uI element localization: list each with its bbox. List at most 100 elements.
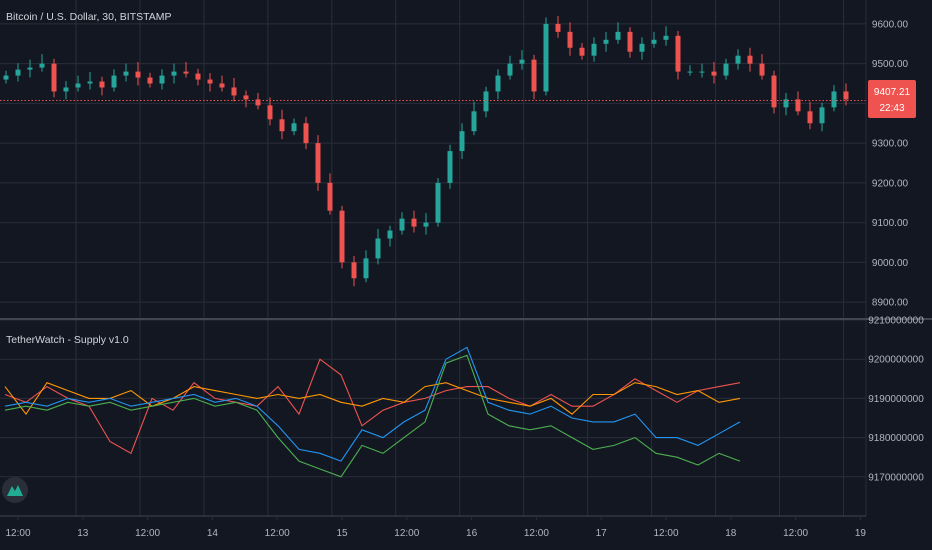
price-chart-title: Bitcoin / U.S. Dollar, 30, BITSTAMP: [6, 11, 172, 23]
price-tick-label: 9100.00: [872, 218, 909, 229]
candle-body: [495, 75, 501, 92]
candle-body: [807, 111, 813, 124]
candle-body: [363, 258, 369, 279]
candle-body: [663, 35, 669, 40]
indicator-title: TetherWatch - Supply v1.0: [6, 334, 129, 346]
price-tick-label: 9200.00: [872, 178, 909, 189]
tradingview-logo-button[interactable]: [2, 477, 28, 503]
candle-body: [483, 91, 489, 112]
candle-body: [675, 35, 681, 72]
candle-body: [243, 95, 249, 100]
candle-body: [651, 39, 657, 44]
candle-body: [291, 123, 297, 132]
candle-body: [159, 75, 165, 84]
indicator-tick-label: 9180000000: [868, 433, 924, 444]
indicator-tick-label: 9210000000: [868, 316, 924, 327]
candle-body: [519, 59, 525, 64]
candle-body: [267, 105, 273, 120]
candle-body: [699, 71, 705, 73]
last-price-badge: 9407.21 22:43: [868, 80, 916, 118]
candle-body: [195, 73, 201, 80]
last-price-badge-bg: [868, 80, 916, 118]
candle-body: [231, 87, 237, 96]
series-blue-line[interactable]: [4, 346, 741, 462]
candle-body: [51, 63, 57, 92]
candle-body: [831, 91, 837, 108]
candle-body: [627, 31, 633, 52]
indicator-axis: 9210000000 9200000000 9190000000 9180000000…: [868, 316, 924, 484]
candle-body: [543, 23, 549, 92]
indicator-tick-label: 9190000000: [868, 394, 924, 405]
candle-body: [447, 151, 453, 183]
candle-body: [759, 63, 765, 76]
candle-body: [123, 71, 129, 76]
candle-body: [171, 71, 177, 76]
series-orange-line[interactable]: [4, 382, 741, 416]
time-tick-label: 12:00: [135, 528, 160, 539]
indicator-tick-label: 9170000000: [868, 472, 924, 483]
candle-body: [579, 47, 585, 56]
candle-body: [435, 182, 441, 223]
candle-body: [207, 79, 213, 84]
logo-circle: [2, 477, 28, 503]
candle-body: [315, 143, 321, 183]
candle-body: [591, 43, 597, 56]
candle-body: [771, 75, 777, 108]
candle-body: [531, 59, 537, 92]
candle-body: [219, 83, 225, 88]
candle-body: [819, 107, 825, 124]
candle-body: [711, 71, 717, 76]
price-tick-label: 8900.00: [872, 298, 909, 309]
candle-body: [411, 218, 417, 227]
candle-body: [75, 83, 81, 88]
time-tick-label: 12:00: [783, 528, 808, 539]
candle-body: [327, 182, 333, 211]
indicator-lines[interactable]: [4, 346, 741, 478]
candle-body: [555, 23, 561, 32]
candle-body: [687, 71, 693, 73]
candle-body: [99, 81, 105, 88]
candle-body: [795, 99, 801, 112]
candle-body: [735, 55, 741, 64]
candle-body: [135, 71, 141, 78]
candle-body: [87, 81, 93, 84]
candle-body: [111, 75, 117, 88]
price-tick-label: 9000.00: [872, 258, 909, 269]
candle-body: [351, 262, 357, 279]
candle-body: [399, 218, 405, 231]
candle-body: [255, 99, 261, 106]
time-tick-label: 12:00: [265, 528, 290, 539]
series-red-line[interactable]: [4, 358, 741, 455]
candle-body: [279, 119, 285, 132]
price-candles[interactable]: [3, 15, 849, 287]
last-price-label: 9407.21: [874, 87, 911, 98]
time-tick-label: 12:00: [653, 528, 678, 539]
countdown-label: 22:43: [879, 103, 904, 114]
candle-body: [723, 63, 729, 76]
candle-body: [459, 131, 465, 152]
candle-body: [387, 230, 393, 239]
candle-body: [375, 238, 381, 259]
time-tick-label: 12:00: [5, 528, 30, 539]
time-tick-label: 12:00: [524, 528, 549, 539]
indicator-tick-label: 9200000000: [868, 355, 924, 366]
candle-body: [843, 91, 849, 100]
price-tick-label: 9500.00: [872, 59, 909, 70]
candle-body: [147, 77, 153, 84]
candle-body: [423, 222, 429, 227]
series-green-line[interactable]: [4, 354, 741, 478]
candle-body: [39, 63, 45, 68]
time-tick-label: 12:00: [394, 528, 419, 539]
time-tick-label: 18: [725, 528, 737, 539]
candle-body: [339, 210, 345, 263]
time-tick-label: 13: [77, 528, 89, 539]
candle-body: [27, 67, 33, 70]
candle-body: [603, 39, 609, 44]
time-axis-panel[interactable]: [0, 516, 932, 550]
time-tick-label: 19: [855, 528, 867, 539]
time-axis: 12:00 13 12:00 14 12:00 15 12:00 16 12:00 17 12:00…: [5, 516, 866, 539]
time-tick-label: 14: [207, 528, 219, 539]
candle-body: [471, 111, 477, 132]
